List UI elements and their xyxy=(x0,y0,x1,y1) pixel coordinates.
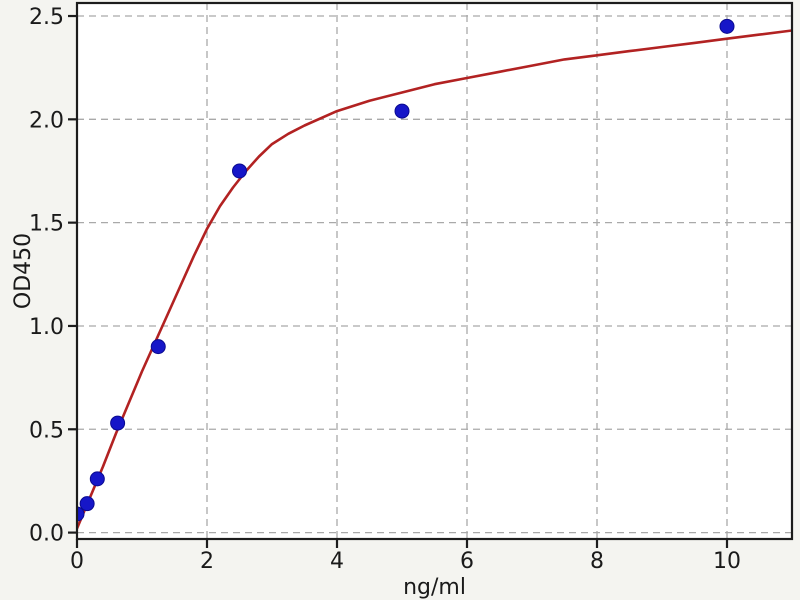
y-tick-label: 1.5 xyxy=(29,212,64,237)
plot-area xyxy=(77,3,792,539)
fit-curve-line xyxy=(77,29,792,530)
data-point xyxy=(394,103,410,119)
data-point xyxy=(89,471,105,487)
x-tick-label: 6 xyxy=(460,549,474,574)
x-tick-label: 0 xyxy=(70,549,84,574)
x-axis-label: ng/ml xyxy=(403,575,466,600)
data-point xyxy=(79,496,95,512)
x-tick-label: 2 xyxy=(200,549,214,574)
tick-labels: 0 2 4 6 8 10 0.0 0.5 1.0 1.5 2.0 2.5 xyxy=(29,5,741,574)
data-point xyxy=(719,18,735,34)
x-tick-label: 4 xyxy=(330,549,344,574)
y-axis-label: OD450 xyxy=(11,233,36,309)
data-point xyxy=(77,506,85,522)
tick-marks xyxy=(68,14,729,548)
x-tick-label: 8 xyxy=(590,549,604,574)
data-point xyxy=(110,415,126,431)
x-tick-label: 10 xyxy=(713,549,741,574)
data-point xyxy=(232,163,247,179)
y-tick-label: 0.5 xyxy=(29,418,64,443)
y-tick-label: 2.0 xyxy=(29,108,64,133)
data-point xyxy=(150,339,166,355)
data-points xyxy=(77,18,735,522)
y-tick-label: 0.0 xyxy=(29,522,64,547)
axes-border xyxy=(75,1,794,541)
y-tick-label: 1.0 xyxy=(29,315,64,340)
y-tick-label: 2.5 xyxy=(29,5,64,30)
